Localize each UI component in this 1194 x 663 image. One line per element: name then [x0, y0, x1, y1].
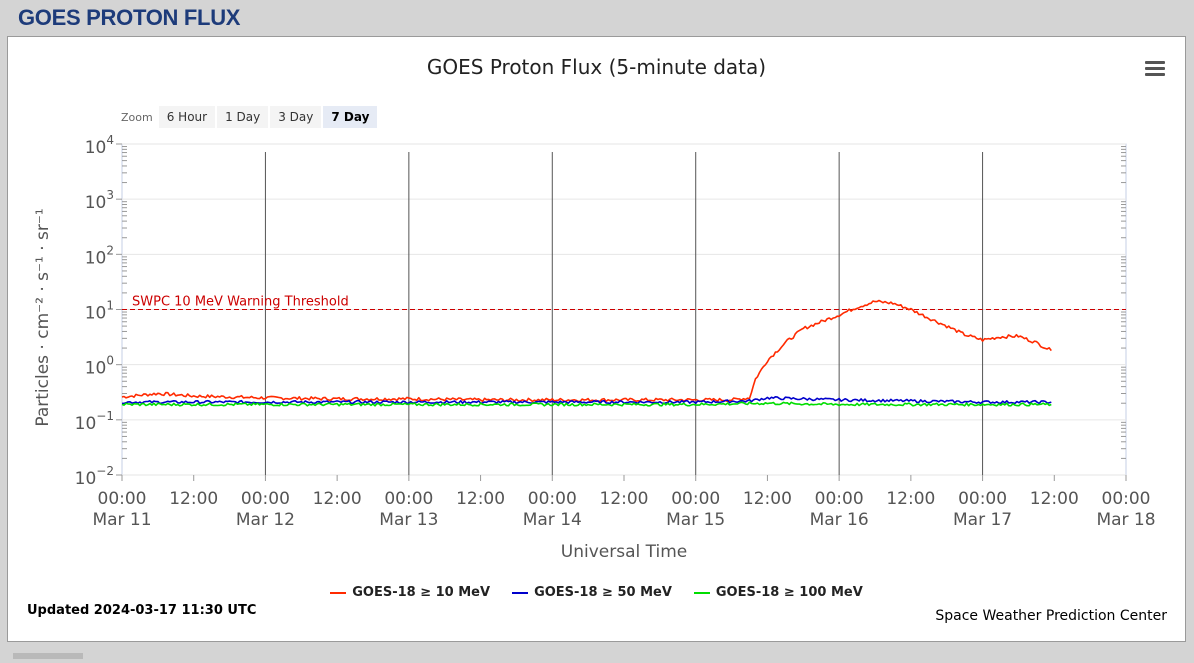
- legend-item-100mev[interactable]: GOES-18 ≥ 100 MeV: [693, 585, 863, 600]
- x-tick-label: 12:00: [1030, 489, 1079, 509]
- zoom-3-day-button[interactable]: 3 Day: [270, 106, 322, 128]
- zoom-selector: Zoom 6 Hour 1 Day 3 Day 7 Day: [121, 105, 379, 129]
- zoom-6-hour-button[interactable]: 6 Hour: [158, 106, 216, 128]
- x-tick-date-label: Mar 14: [523, 510, 582, 530]
- legend-label-50mev: GOES-18 ≥ 50 MeV: [534, 585, 672, 600]
- x-tick-label: 12:00: [313, 489, 362, 509]
- x-tick-date-label: Mar 13: [379, 510, 438, 530]
- x-tick-date-label: Mar 16: [810, 510, 869, 530]
- legend-label-100mev: GOES-18 ≥ 100 MeV: [715, 585, 863, 600]
- y-tick-label: 102: [85, 243, 114, 268]
- x-tick-label: 00:00: [1102, 489, 1151, 509]
- updated-timestamp: Updated 2024-03-17 11:30 UTC: [27, 603, 257, 618]
- y-axis-title: Particles · cm⁻² · s⁻¹ · sr⁻¹: [33, 208, 53, 426]
- legend-swatch-10mev: [330, 591, 347, 594]
- legend-item-10mev[interactable]: GOES-18 ≥ 10 MeV: [330, 585, 490, 600]
- series-line-1: [122, 396, 1052, 405]
- x-tick-label: 12:00: [456, 489, 505, 509]
- x-tick-date-label: Mar 17: [953, 510, 1012, 530]
- legend-swatch-50mev: [512, 591, 529, 594]
- chart-panel: 00:00 Mar 11 12:00 00:00 Mar 12 12:00 00:00 Mar…: [7, 36, 1186, 642]
- y-tick-label: 103: [85, 188, 114, 213]
- x-tick-date-label: Mar 11: [92, 510, 151, 530]
- warning-threshold-label: SWPC 10 MeV Warning Threshold: [132, 295, 349, 310]
- x-tick-date-label: Mar 18: [1096, 510, 1155, 530]
- x-tick-label: 12:00: [169, 489, 218, 509]
- x-tick-label: 12:00: [886, 489, 935, 509]
- legend-swatch-100mev: [693, 591, 710, 594]
- x-tick-label: 00:00: [241, 489, 290, 509]
- y-tick-label: 100: [85, 354, 114, 379]
- x-tick-label: 00:00: [384, 489, 433, 509]
- x-tick-label: 00:00: [98, 489, 147, 509]
- chart-menu-icon[interactable]: [1145, 61, 1165, 77]
- y-tick-label: 104: [85, 133, 114, 158]
- series-line-2: [121, 401, 1052, 407]
- legend-item-50mev[interactable]: GOES-18 ≥ 50 MeV: [512, 585, 672, 600]
- x-tick-date-label: Mar 12: [236, 510, 295, 530]
- y-tick-label: 101: [85, 299, 114, 324]
- zoom-7-day-button[interactable]: 7 Day: [323, 106, 378, 128]
- credit-text: Space Weather Prediction Center: [935, 608, 1167, 624]
- x-tick-label: 12:00: [743, 489, 792, 509]
- series-line-0: [121, 299, 1052, 403]
- page-title: GOES PROTON FLUX: [18, 5, 241, 30]
- x-tick-label: 00:00: [958, 489, 1007, 509]
- x-tick-label: 00:00: [671, 489, 720, 509]
- x-axis-title: Universal Time: [561, 542, 687, 562]
- y-tick-label: 10−2: [75, 464, 114, 489]
- chart-title: GOES Proton Flux (5-minute data): [426, 55, 767, 79]
- y-tick-label: 10−1: [75, 409, 114, 434]
- zoom-1-day-button[interactable]: 1 Day: [217, 106, 269, 128]
- chart-legend: GOES-18 ≥ 10 MeV GOES-18 ≥ 50 MeV GOES-1…: [8, 585, 1185, 600]
- x-tick-date-label: Mar 15: [666, 510, 725, 530]
- x-tick-label: 12:00: [600, 489, 649, 509]
- bottom-tab[interactable]: [13, 653, 83, 659]
- legend-label-10mev: GOES-18 ≥ 10 MeV: [352, 585, 491, 600]
- x-tick-label: 00:00: [528, 489, 577, 509]
- bottom-tab-strip: [7, 644, 1184, 659]
- zoom-label: Zoom: [121, 110, 153, 124]
- x-tick-label: 00:00: [815, 489, 864, 509]
